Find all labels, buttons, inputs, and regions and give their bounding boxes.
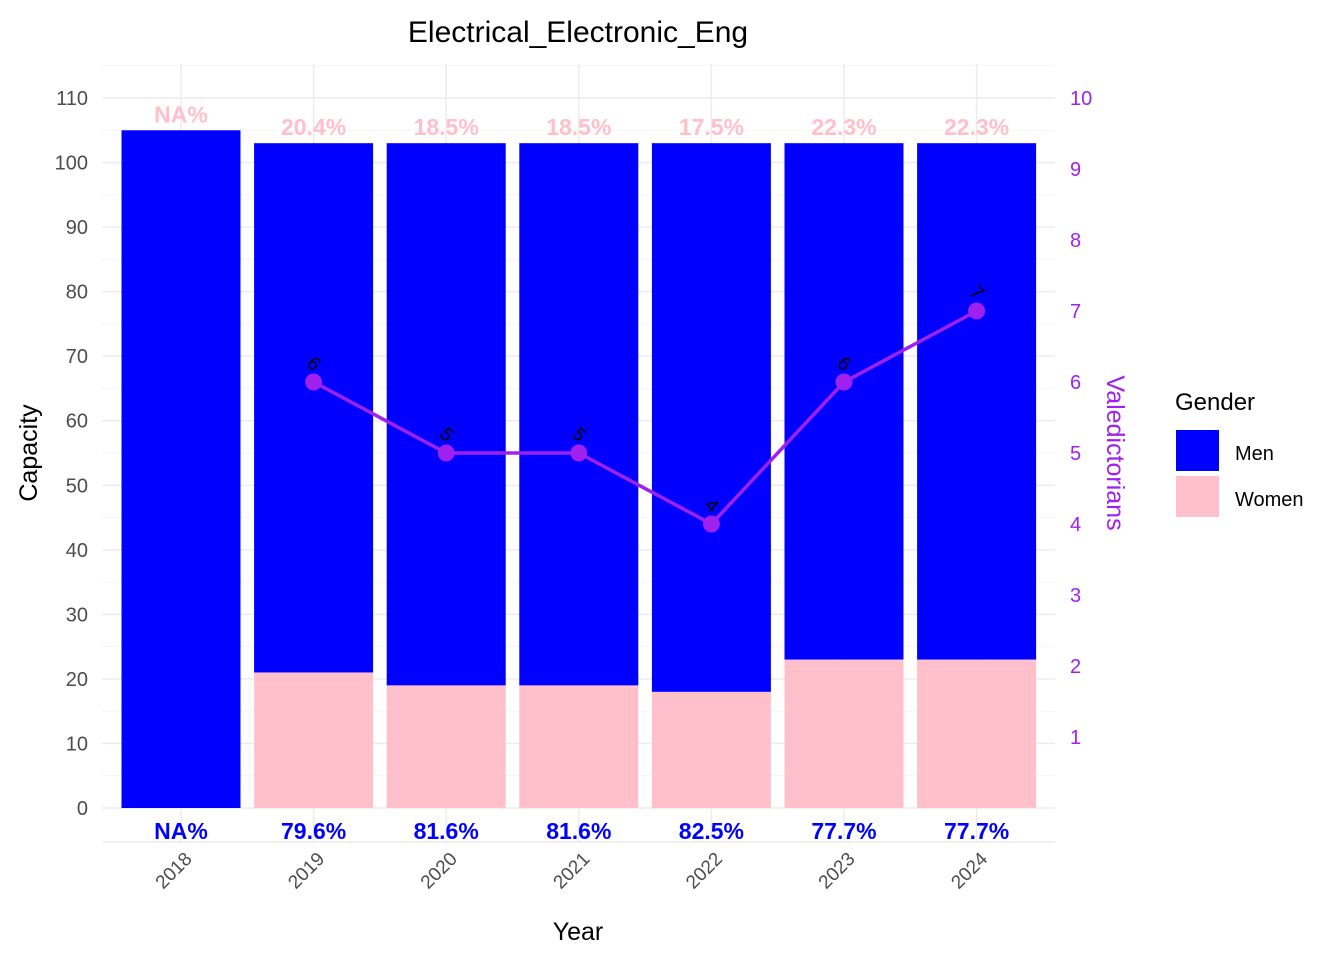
women-pct-label-2018: NA%: [154, 101, 208, 127]
men-pct-label-2019: 79.6%: [281, 818, 346, 844]
men-pct-label-2018: NA%: [154, 818, 208, 844]
valedictorians-point-2024: [968, 302, 986, 320]
legend: Gender Men Women: [1175, 389, 1304, 517]
women-pct-label-2020: 18.5%: [414, 114, 479, 140]
y2-tick-label: 2: [1070, 656, 1081, 678]
men-pct-label-2020: 81.6%: [414, 818, 479, 844]
y-tick-label: 70: [66, 346, 88, 368]
y2-tick-label: 4: [1070, 514, 1081, 536]
bar-men-2024: [917, 143, 1037, 660]
valedictorians-point-2020: [437, 444, 455, 462]
valedictorians-line: [312, 309, 978, 526]
bar-women-2023: [784, 659, 904, 808]
bar-men-2020: [386, 143, 506, 686]
women-pct-label-2019: 20.4%: [281, 114, 346, 140]
bar-men-2022: [651, 143, 771, 692]
y-tick-label: 40: [66, 540, 88, 562]
y2-tick-label: 7: [1070, 301, 1081, 323]
bar-men-2019: [254, 143, 374, 673]
y-axis-title: Capacity: [15, 404, 43, 502]
women-pct-label-2021: 18.5%: [546, 114, 611, 140]
y-tick-label: 100: [55, 153, 88, 175]
valedictorians-point-2023: [835, 373, 853, 391]
legend-swatch-women: [1176, 476, 1219, 517]
y2-tick-label: 1: [1070, 727, 1081, 749]
y-tick-label: 20: [66, 669, 88, 691]
x-axis-title: Year: [553, 918, 604, 946]
valedictorians-point-2019: [305, 373, 323, 391]
chart-title: Electrical_Electronic_Eng: [408, 16, 748, 49]
valedictorians-point-2022: [702, 515, 720, 533]
women-pct-label-2023: 22.3%: [811, 114, 876, 140]
men-pct-label-2024: 77.7%: [944, 818, 1009, 844]
y-tick-label: 110: [56, 88, 88, 110]
y-tick-label: 90: [66, 217, 88, 239]
x-tick-label-2022: 2022: [682, 849, 727, 894]
legend-title: Gender: [1175, 389, 1255, 416]
y2-tick-label: 9: [1070, 159, 1081, 181]
men-pct-label-2022: 82.5%: [679, 818, 744, 844]
bar-women-2021: [519, 685, 639, 808]
y2-tick-label: 3: [1070, 585, 1081, 607]
y2-tick-label: 8: [1070, 230, 1081, 252]
y2-tick-label: 5: [1070, 443, 1081, 465]
valedictorians-point-2021: [570, 444, 588, 462]
x-tick-label-2019: 2019: [284, 849, 329, 894]
men-pct-label-2021: 81.6%: [546, 818, 611, 844]
legend-label-women: Women: [1235, 489, 1304, 511]
bar-women-2020: [386, 685, 506, 808]
x-tick-label-2024: 2024: [947, 848, 992, 893]
x-tick-label-2021: 2021: [550, 849, 595, 894]
labels-layer: NA% NA% 20.4% 79.6% 18.5% 81.6% 18.5% 81.6% 17.5…: [154, 101, 1009, 844]
y2-tick-label: 6: [1070, 372, 1081, 394]
bar-women-2024: [917, 659, 1037, 808]
legend-label-men: Men: [1235, 443, 1274, 465]
y-tick-label: 60: [66, 411, 88, 433]
bars-layer: [121, 130, 1037, 809]
bar-men-2023: [784, 143, 904, 660]
women-pct-label-2022: 17.5%: [679, 114, 744, 140]
y-tick-label: 30: [66, 604, 88, 626]
bar-men-2021: [519, 143, 639, 686]
y2-tick-label: 10: [1070, 88, 1092, 110]
bar-women-2022: [651, 691, 771, 808]
y-tick-label: 80: [66, 282, 88, 304]
x-tick-label-2020: 2020: [417, 849, 462, 894]
y2-axis-title: Valedictorians: [1101, 375, 1129, 530]
y-tick-label: 50: [66, 475, 88, 497]
bar-men-2018: [121, 130, 241, 809]
x-tick-label-2018: 2018: [152, 849, 197, 894]
legend-swatch-men: [1176, 430, 1219, 471]
x-tick-label-2023: 2023: [815, 849, 860, 894]
y-tick-label: 10: [66, 733, 88, 755]
women-pct-label-2024: 22.3%: [944, 114, 1009, 140]
men-pct-label-2023: 77.7%: [811, 818, 876, 844]
y-tick-label: 0: [77, 798, 88, 820]
bar-women-2019: [254, 672, 374, 808]
